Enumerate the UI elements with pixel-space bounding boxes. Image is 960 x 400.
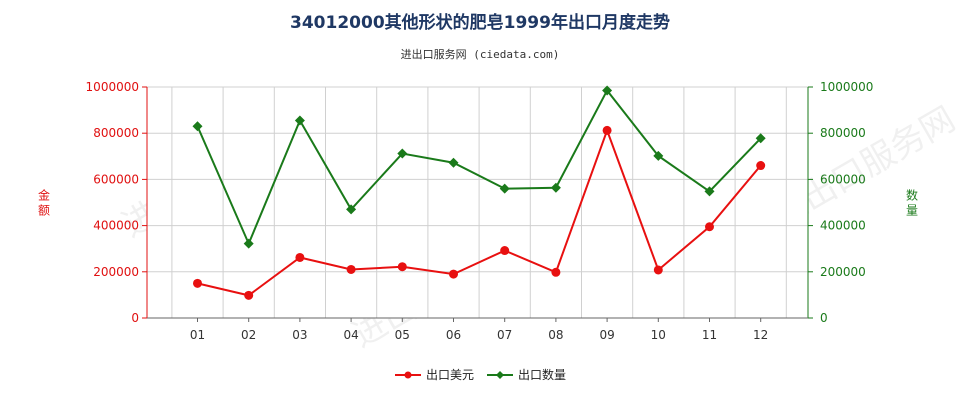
x-tick-label: 03 — [292, 328, 307, 342]
y-left-tick-label: 600000 — [93, 172, 139, 186]
x-tick-label: 04 — [343, 328, 358, 342]
data-point — [397, 148, 408, 159]
data-point — [244, 290, 254, 300]
data-point — [449, 269, 458, 279]
y-right-tick-label: 200000 — [820, 265, 866, 279]
data-point — [295, 252, 305, 262]
x-tick-label: 01 — [190, 328, 205, 342]
data-point — [602, 125, 612, 135]
x-tick-label: 09 — [599, 328, 614, 342]
y-left-tick-label: 800000 — [93, 126, 139, 140]
y-left-axis-label: 额 — [38, 204, 50, 218]
data-point — [755, 133, 766, 144]
data-point — [243, 238, 254, 249]
data-point — [346, 204, 357, 215]
y-right-tick-label: 1000000 — [820, 80, 873, 94]
x-tick-label: 02 — [241, 328, 256, 342]
x-tick-label: 08 — [548, 328, 563, 342]
series-line — [197, 127, 762, 297]
data-point — [397, 262, 407, 272]
y-left-axis-label: 金 — [38, 188, 50, 203]
legend-label: 出口数量 — [518, 367, 566, 382]
data-point — [193, 278, 202, 288]
plot-area — [147, 87, 808, 318]
legend-label: 出口美元 — [426, 368, 474, 382]
y-right-tick-label: 800000 — [820, 126, 866, 140]
y-left-tick-label: 0 — [131, 311, 139, 325]
data-point — [551, 267, 561, 277]
data-point — [192, 121, 203, 132]
data-point — [550, 182, 561, 193]
data-point — [653, 265, 663, 275]
y-left-tick-label: 1000000 — [86, 80, 139, 94]
legend-marker — [404, 371, 412, 379]
y-left-tick-label: 400000 — [93, 219, 139, 233]
data-point — [602, 85, 613, 96]
y-left-tick-label: 200000 — [93, 265, 139, 279]
data-point — [448, 157, 459, 168]
y-right-axis-label: 量 — [906, 204, 918, 218]
data-point — [294, 115, 305, 126]
data-point — [756, 161, 766, 171]
x-tick-label: 11 — [702, 328, 717, 342]
chart-title: 34012000其他形状的肥皂1999年出口月度走势 — [290, 13, 670, 33]
series-line — [196, 88, 762, 247]
data-point — [653, 150, 664, 161]
data-point — [500, 246, 510, 256]
y-right-tick-label: 400000 — [820, 219, 866, 233]
data-point — [704, 186, 715, 197]
x-tick-label: 12 — [753, 328, 768, 342]
x-tick-label: 07 — [497, 328, 512, 342]
chart-subtitle: 进出口服务网 (ciedata.com) — [400, 48, 560, 61]
y-right-axis-label: 数 — [906, 188, 918, 203]
data-point — [346, 264, 356, 274]
y-right-tick-label: 600000 — [820, 172, 866, 186]
legend-marker — [496, 371, 504, 379]
x-tick-label: 06 — [446, 328, 461, 342]
x-tick-label: 10 — [651, 328, 666, 342]
y-right-tick-label: 0 — [820, 311, 828, 325]
x-tick-label: 05 — [395, 328, 410, 342]
data-point — [499, 183, 510, 194]
data-point — [705, 222, 714, 232]
